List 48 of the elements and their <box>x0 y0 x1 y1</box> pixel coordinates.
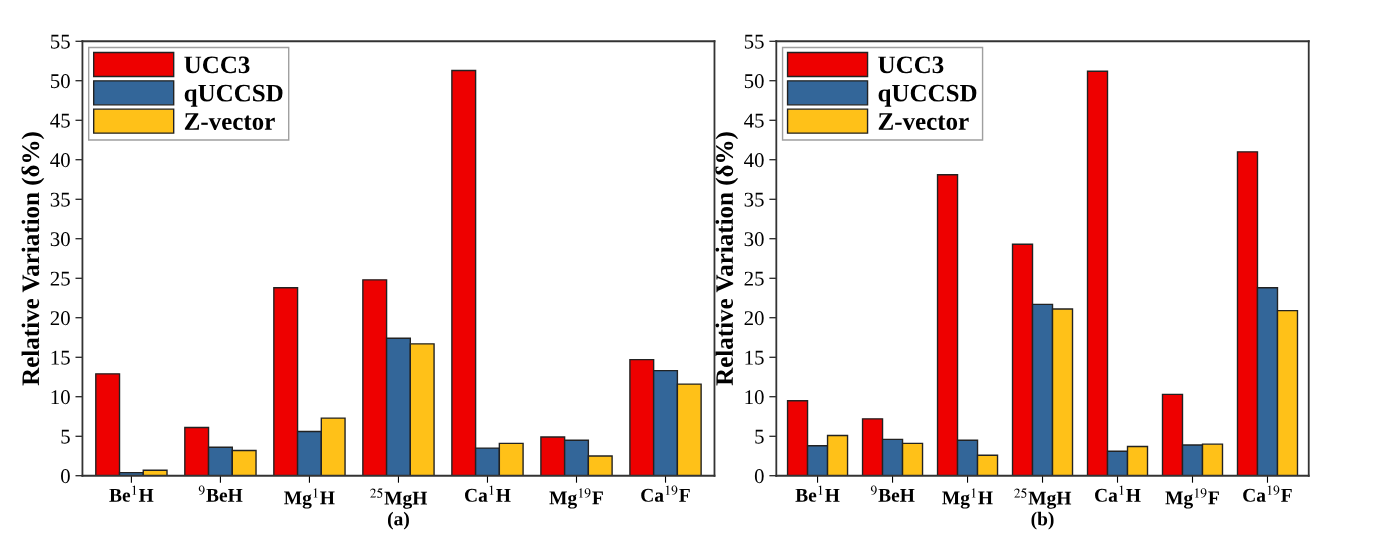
y-axis-title: Relative Variation (δ%) <box>21 132 45 386</box>
y-tick-label: 45 <box>744 113 764 128</box>
y-tick-label: 45 <box>50 113 70 128</box>
y-tick-label: 30 <box>744 232 764 247</box>
x-tick-label: Mg$^{19}$F <box>1165 488 1219 509</box>
y-tick-label: 40 <box>50 153 70 168</box>
x-tick-label: $^{25}$MgH <box>1014 488 1072 509</box>
x-tick-label: Mg$^{19}$F <box>549 488 603 509</box>
y-tick-label: 20 <box>50 311 70 326</box>
y-tick-label: 20 <box>744 311 764 326</box>
y-tick-label: 10 <box>745 390 764 405</box>
y-tick-label: 15 <box>51 350 70 365</box>
x-tick-label: Ca$^{1}$H <box>1095 485 1141 502</box>
x-tick-label: $^{25}$MgH <box>370 488 428 509</box>
x-tick-label: $^{9}$BeH <box>198 485 243 502</box>
x-tick-label: $^{9}$BeH <box>870 485 915 502</box>
legend-label: qUCCSD <box>184 84 283 107</box>
x-tick-label: Be$^{1}$H <box>109 485 154 502</box>
legend-label: UCC3 <box>184 56 250 74</box>
y-tick-label: 50 <box>51 74 70 89</box>
legend-label: Z-vector <box>184 113 275 130</box>
y-tick-label: 55 <box>744 34 764 49</box>
x-tick-label: Mg$^{1}$H <box>942 488 993 509</box>
y-tick-label: 5 <box>755 429 764 444</box>
x-tick-label: Ca$^{1}$H <box>465 485 511 502</box>
y-tick-label: 35 <box>744 192 764 207</box>
x-tick-label: Ca$^{19}$F <box>1243 485 1292 502</box>
x-axis-title: (b) <box>1031 511 1054 530</box>
y-tick-label: 50 <box>744 74 764 89</box>
y-tick-label: 15 <box>745 350 764 365</box>
y-tick-label: 40 <box>744 153 764 168</box>
y-tick-label: 10 <box>51 390 70 405</box>
legend-label: Z-vector <box>878 113 969 130</box>
y-tick-label: 5 <box>61 429 70 444</box>
x-axis-title: (a) <box>387 511 409 530</box>
x-tick-label: Mg$^{1}$H <box>284 488 335 509</box>
y-tick-label: 25 <box>744 271 764 286</box>
x-tick-label: Ca$^{19}$F <box>641 485 690 502</box>
y-axis-title: Relative Variation (δ%) <box>715 132 739 386</box>
y-tick-label: 55 <box>51 34 70 49</box>
y-tick-label: 0 <box>61 469 70 484</box>
legend-label: UCC3 <box>878 56 944 74</box>
y-tick-label: 35 <box>50 192 70 207</box>
y-tick-label: 0 <box>754 469 764 484</box>
x-tick-label: Be$^{1}$H <box>795 485 840 502</box>
y-tick-label: 25 <box>50 271 70 286</box>
y-tick-label: 30 <box>50 232 70 247</box>
legend-label: qUCCSD <box>878 84 977 107</box>
